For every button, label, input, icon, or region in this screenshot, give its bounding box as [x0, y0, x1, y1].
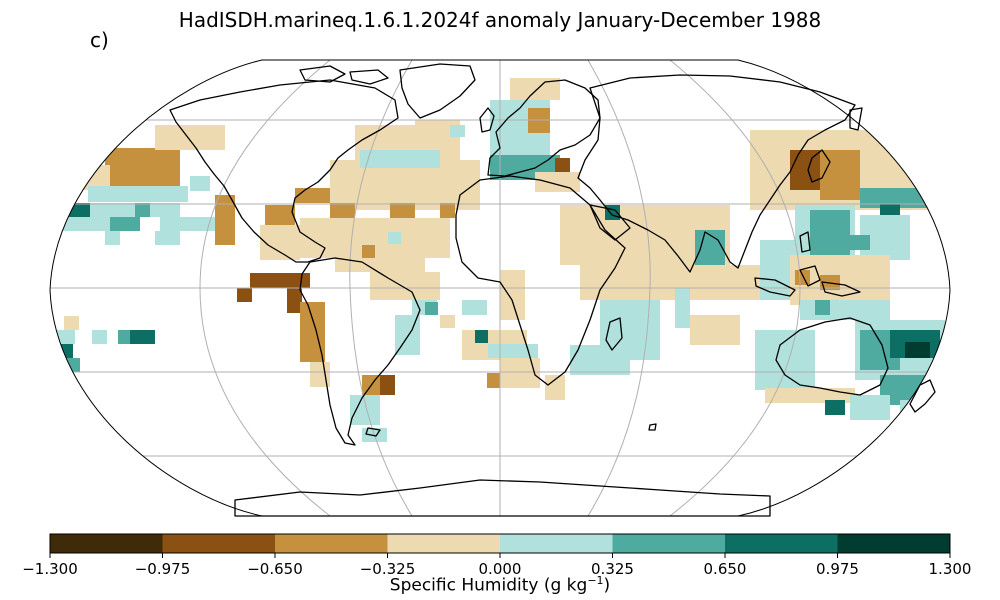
cell	[105, 148, 180, 188]
cell	[510, 78, 560, 100]
cell	[440, 203, 455, 218]
cell	[250, 273, 310, 288]
colorbar-tick-label: 0.000	[479, 560, 522, 578]
coastlines	[169, 63, 936, 517]
cell	[190, 176, 210, 191]
cell	[390, 203, 415, 218]
anomaly-grid	[55, 78, 945, 442]
cell	[765, 388, 855, 403]
antarctica-outline	[234, 479, 771, 517]
cell	[850, 395, 890, 420]
north-america-outline	[169, 79, 399, 263]
cell	[88, 186, 188, 202]
cell	[310, 362, 330, 387]
cell	[330, 203, 355, 218]
japan-outline	[807, 149, 831, 183]
cell	[92, 330, 107, 344]
british-isles-outline	[479, 107, 495, 133]
cell	[690, 315, 740, 345]
colorbar-segment	[275, 534, 388, 553]
australia-outline	[775, 317, 889, 396]
colorbar-tick-label: −1.300	[22, 560, 78, 578]
cell	[380, 375, 395, 395]
cell	[840, 235, 870, 250]
africa-outline	[455, 175, 626, 386]
colorbar-segment	[500, 534, 613, 553]
cell	[555, 158, 570, 173]
colorbar-tick-label: −0.975	[135, 560, 191, 578]
colorbar-segment	[837, 534, 951, 553]
cell	[825, 400, 845, 415]
indonesia-outline	[754, 277, 796, 297]
cell	[815, 300, 830, 315]
colorbar-segment	[387, 534, 501, 553]
cell	[118, 330, 130, 344]
panel-label: c)	[90, 28, 109, 52]
cell	[362, 245, 375, 258]
colorbar-label-exponent: −1	[587, 574, 604, 587]
colorbar-segment	[162, 534, 276, 553]
cell	[60, 217, 110, 231]
colorbar-label: Specific Humidity (g kg−1)	[0, 574, 1000, 596]
map-boundary	[49, 59, 951, 517]
cell	[755, 330, 815, 390]
colorbar-segments	[50, 534, 951, 553]
cell	[135, 203, 150, 217]
colorbar-tick-label: 1.300	[929, 560, 972, 578]
cell	[260, 225, 300, 260]
cell	[155, 231, 180, 245]
colorbar-tick-label: 0.975	[816, 560, 859, 578]
colorbar-label-close: )	[603, 575, 611, 596]
south-america-outline	[299, 257, 421, 446]
cell	[237, 288, 252, 302]
arctic-islands-outline	[299, 65, 346, 83]
cell	[500, 358, 540, 388]
cell	[462, 300, 487, 315]
cell	[55, 330, 75, 344]
new-zealand-outline	[909, 379, 936, 413]
cell	[675, 288, 690, 328]
cell	[130, 330, 155, 344]
cell	[360, 150, 440, 168]
cell	[545, 375, 565, 400]
cell	[450, 125, 465, 137]
cell	[440, 315, 455, 328]
colorbar-ticks: −1.300 −0.975 −0.650 −0.325 0.000 0.325 0.650 0…	[22, 553, 971, 578]
cell	[425, 302, 438, 315]
cell	[410, 218, 450, 258]
cell	[500, 270, 525, 320]
cell	[350, 395, 380, 425]
madagascar-outline	[605, 317, 623, 351]
colorbar-segment	[50, 534, 163, 553]
cell	[155, 125, 225, 150]
cell	[64, 316, 79, 330]
cell	[388, 232, 401, 244]
cell	[160, 217, 215, 231]
gridlines	[50, 60, 950, 516]
cell	[265, 205, 295, 225]
colorbar-tick-label: 0.325	[591, 560, 634, 578]
colorbar-segment	[612, 534, 726, 553]
cell	[105, 231, 120, 245]
asia-outline	[577, 74, 856, 273]
cell	[215, 195, 235, 245]
cell	[475, 330, 488, 343]
cell	[905, 342, 930, 358]
colorbar-tick-label: −0.325	[360, 560, 416, 578]
cell	[330, 160, 480, 210]
greenland-outline	[399, 63, 476, 119]
cell	[820, 150, 860, 200]
colorbar-tick-label: 0.650	[704, 560, 747, 578]
cell	[287, 288, 302, 313]
colorbar-label-main: Specific Humidity (g kg	[389, 575, 588, 596]
cell	[110, 217, 140, 231]
colorbar-segment	[725, 534, 838, 553]
cell	[370, 272, 440, 300]
chart-title: HadISDH.marineq.1.6.1.2024f anomaly Janu…	[178, 8, 822, 32]
colorbar-tick-label: −0.650	[247, 560, 303, 578]
cell	[570, 345, 630, 375]
robinson-map	[49, 59, 951, 517]
cell	[487, 373, 500, 388]
